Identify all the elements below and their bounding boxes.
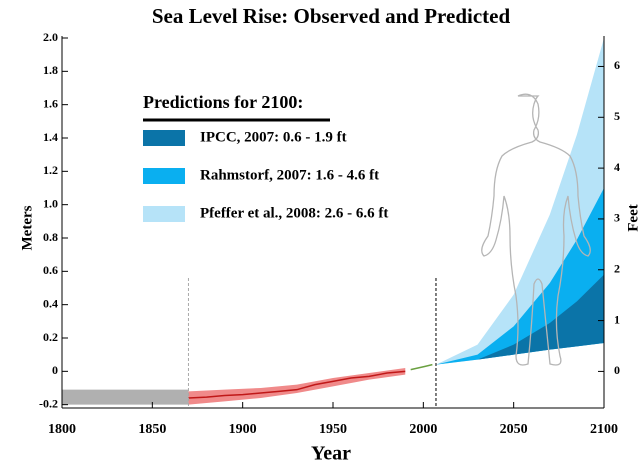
data-line	[188, 370, 406, 399]
y-tick-label: 1.4	[43, 130, 58, 144]
y-tick-label: 1.0	[43, 196, 58, 210]
y-tick-label: 0.2	[43, 330, 58, 344]
legend-swatch	[143, 206, 185, 222]
y2-tick-label: 5	[614, 109, 620, 123]
y2-axis-label: Feet	[625, 204, 641, 231]
y2-tick-label: 1	[614, 312, 620, 326]
y-tick-label: 0	[52, 363, 58, 377]
x-tick-label: 1900	[229, 422, 257, 437]
y-tick-label: 1.8	[43, 63, 58, 77]
y-tick-label: 2.0	[43, 30, 58, 44]
y-tick-label: 0.8	[43, 230, 58, 244]
plot-area	[62, 38, 604, 408]
legend-label: Pfeffer et al., 2008: 2.6 - 6.6 ft	[200, 205, 388, 221]
x-tick-label: 1950	[319, 422, 347, 437]
human-silhouette	[481, 93, 591, 366]
legend-swatch	[143, 130, 185, 146]
legend-title: Predictions for 2100:	[143, 92, 303, 112]
band-area	[435, 274, 604, 365]
legend-label: IPCC, 2007: 0.6 - 1.9 ft	[200, 129, 347, 145]
legend-label: Rahmstorf, 2007: 1.6 - 4.6 ft	[200, 167, 379, 183]
x-tick-label: 1800	[48, 422, 76, 437]
y-tick-label: 0.4	[43, 296, 58, 310]
data-line	[410, 363, 433, 371]
y-axis-label: Meters	[19, 205, 35, 250]
chart-title: Sea Level Rise: Observed and Predicted	[152, 4, 511, 28]
y-tick-label: 1.6	[43, 96, 58, 110]
band-area	[188, 368, 406, 405]
x-tick-label: 2000	[409, 422, 437, 437]
y2-tick-label: 6	[614, 58, 620, 72]
y-tick-label: 0.6	[43, 263, 58, 277]
x-tick-label: 2100	[590, 422, 618, 437]
x-tick-label: 2050	[500, 422, 528, 437]
band-area	[62, 389, 189, 405]
y2-tick-label: 2	[614, 262, 620, 276]
legend-swatch	[143, 168, 185, 184]
y2-tick-label: 4	[614, 160, 620, 174]
y2-tick-label: 0	[614, 363, 620, 377]
y-tick-label: 1.2	[43, 163, 58, 177]
x-axis-label: Year	[311, 443, 351, 465]
y2-tick-label: 3	[614, 211, 620, 225]
x-tick-label: 1850	[138, 422, 166, 437]
y-tick-label: -0.2	[39, 396, 58, 410]
